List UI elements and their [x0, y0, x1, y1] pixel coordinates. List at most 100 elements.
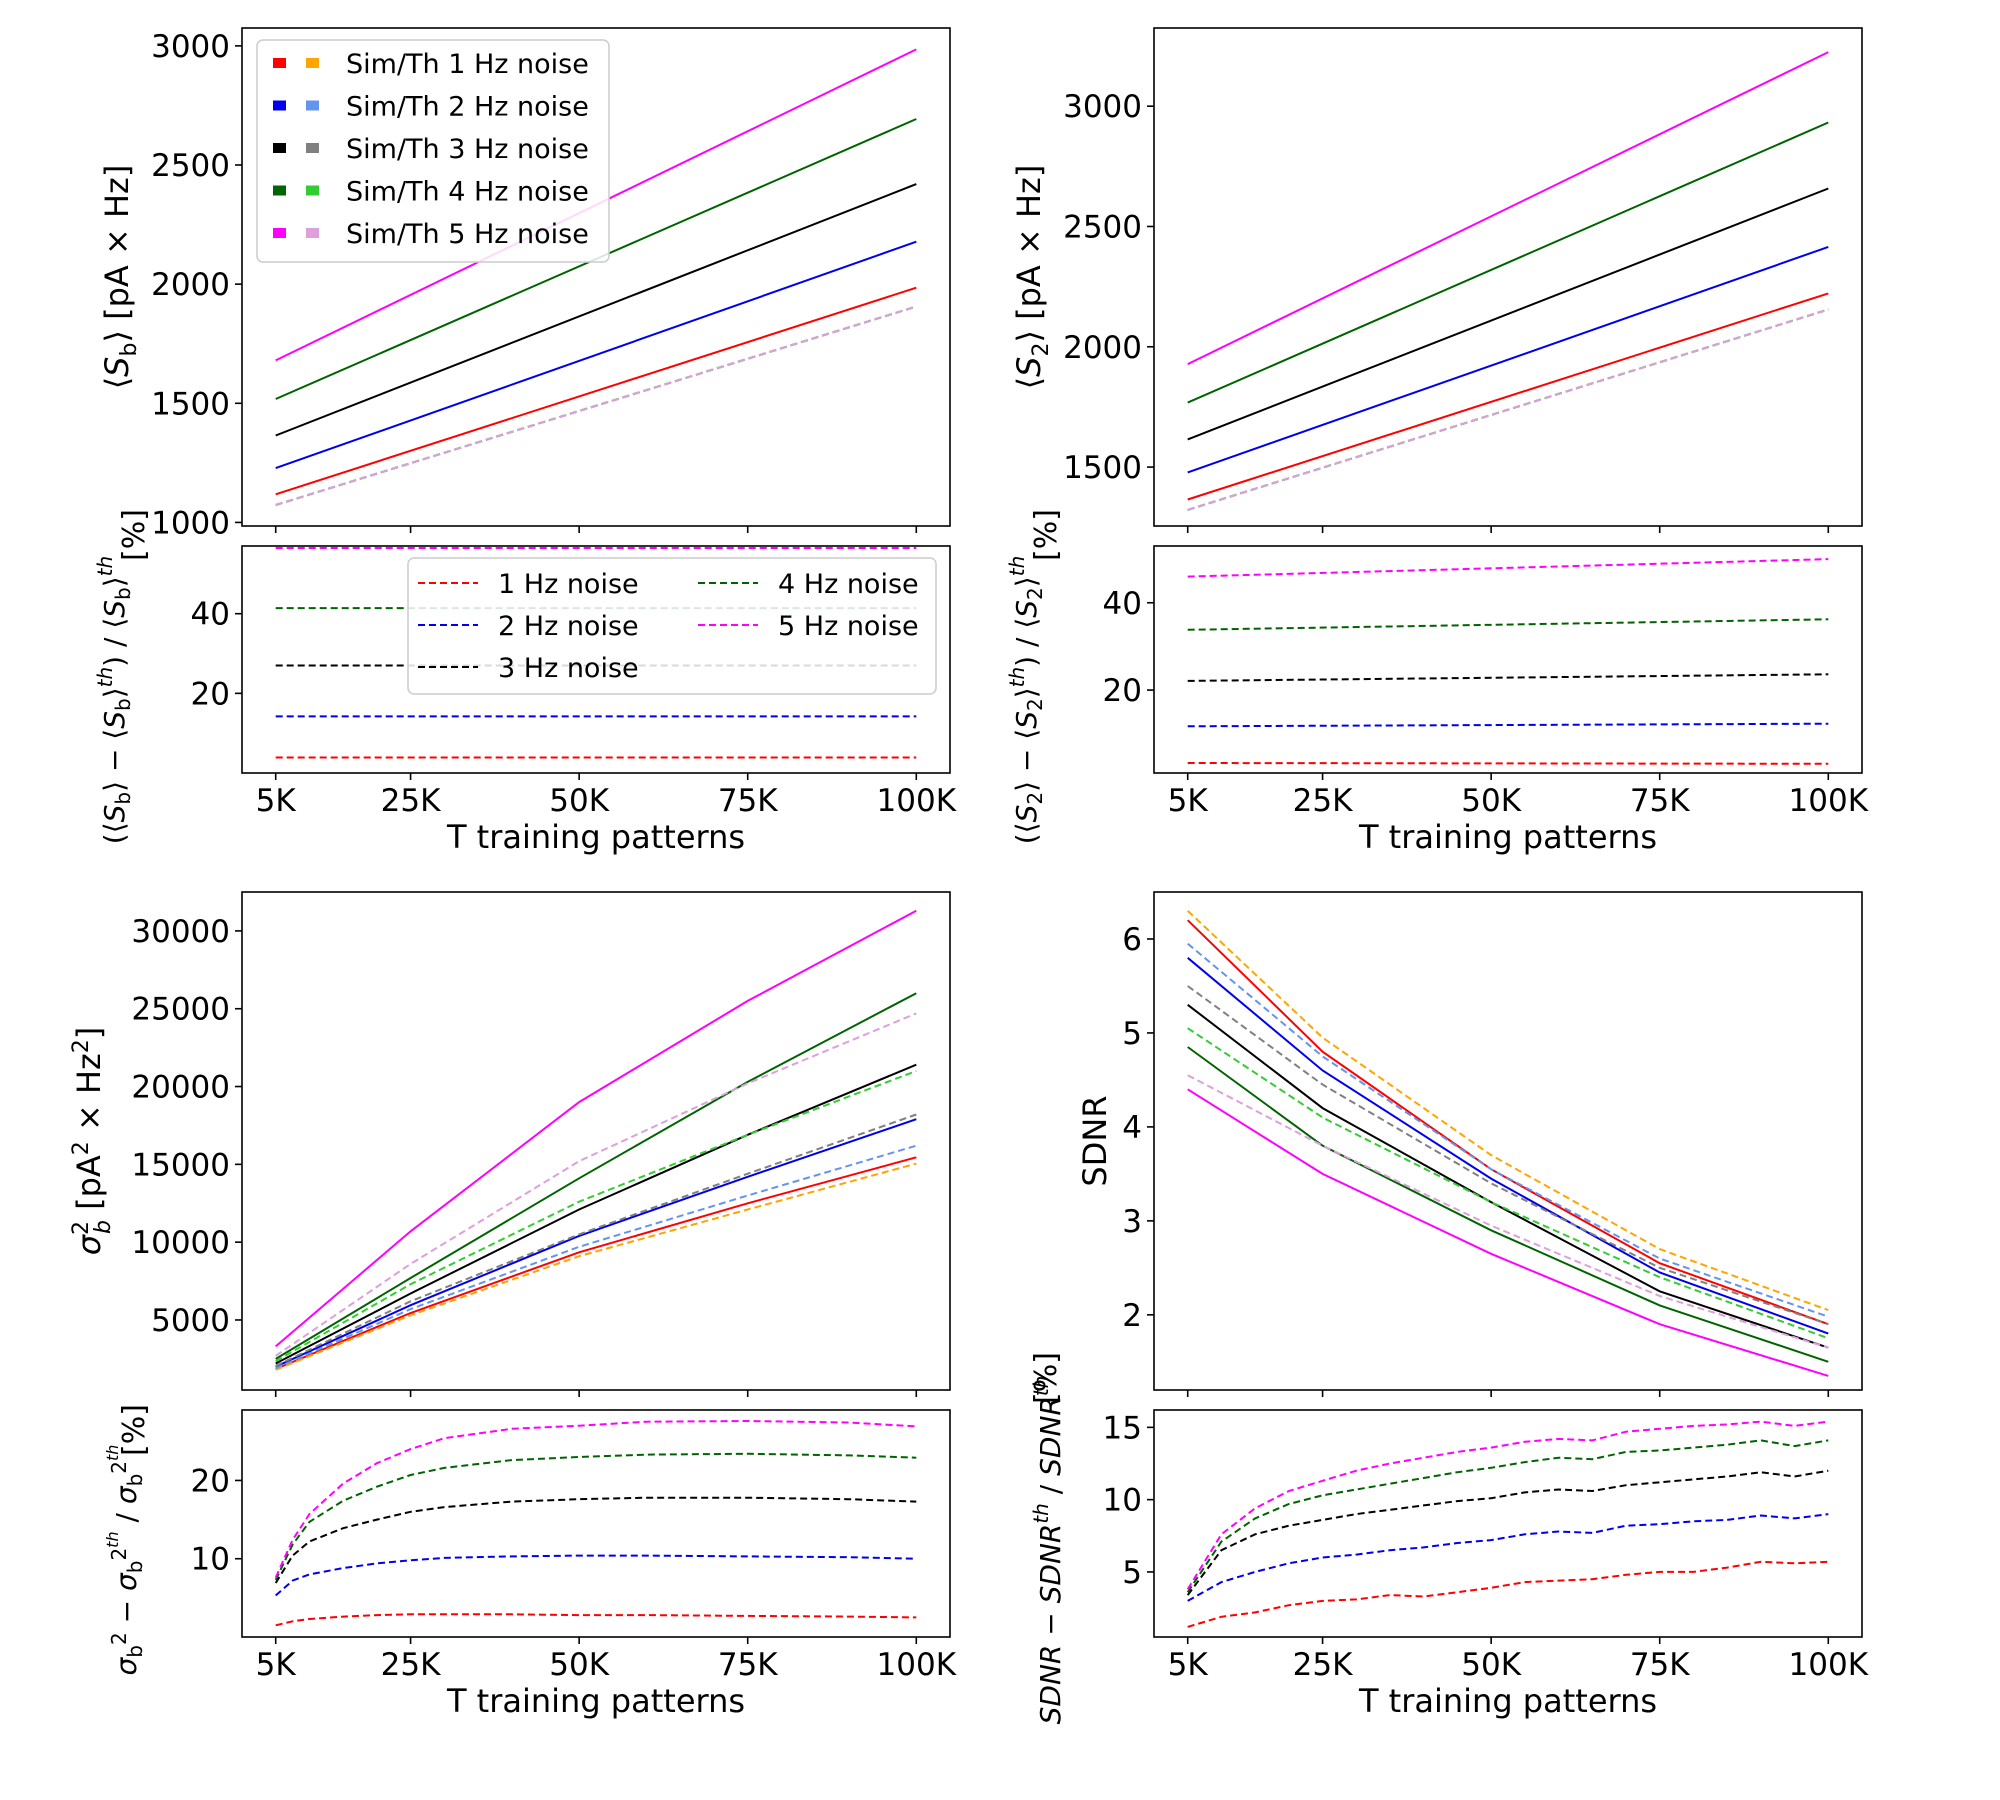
xtick-label: 100K	[877, 1647, 957, 1683]
ytick-label: 30000	[131, 914, 230, 950]
legend-rel: 1 Hz noise 2 Hz noise 3 Hz noise 4 Hz noise…	[407, 557, 937, 695]
panel-sb-mean: 1000 1500 2000 2500 3000 ⟨Sb⟩ [pA × Hz] Sim/…	[98, 27, 951, 541]
ytick-label: 5	[1122, 1016, 1142, 1052]
panel-sb-rel: 20 40 5K 25K 50K 75K 100K [%] (⟨Sb⟩ − ⟨Sb⟩th)…	[93, 509, 957, 856]
series-line-sigma_b2-7	[275, 1113, 917, 1367]
ytick-label: 4	[1122, 1110, 1142, 1146]
series-line-s2_rel-1	[1187, 722, 1829, 728]
series-line-s2_rel-3	[1187, 618, 1829, 631]
series-line-sigma_rel-1	[275, 1554, 917, 1597]
legend-main-label: Sim/Th 2 Hz noise	[346, 92, 589, 123]
ytick-label: 15000	[131, 1147, 230, 1183]
ytick-label: 20	[191, 676, 230, 712]
ytick-label: 5000	[151, 1303, 230, 1339]
series-line-sdnr_rel-0	[1187, 1560, 1829, 1628]
ytick-label: 20	[1103, 673, 1142, 709]
series-line-sdnr-4	[1187, 1088, 1829, 1377]
series-line-sdnr-6	[1187, 942, 1829, 1318]
ytick-label: 3000	[151, 29, 230, 65]
series-line-sdnr-9	[1187, 1074, 1829, 1349]
series-line-sdnr-7	[1187, 985, 1829, 1326]
legend-rel-label: 2 Hz noise	[498, 611, 639, 642]
ytick-label: 2500	[151, 148, 230, 184]
legend-swatch-sim	[273, 228, 286, 238]
ylabel-sdnr-rel: SDNR − SDNRth / SDNRth	[1029, 1376, 1067, 1725]
legend-swatch-th	[306, 100, 319, 111]
ytick-label: 2500	[1063, 209, 1142, 245]
legend-swatch-th	[306, 143, 319, 153]
pct-s2-rel: [%]	[1029, 509, 1064, 561]
ylabel-sigma-rel: σb2 − σb2th / σb2th	[103, 1445, 147, 1676]
series-line-sigma_rel-0	[275, 1613, 917, 1627]
pct-sb-rel: [%]	[117, 509, 152, 561]
panel-sdnr-rel: 5 10 15 5K 25K 50K 75K 100K [%] SDNR − SDNRth …	[1029, 1352, 1869, 1724]
ytick-label: 10	[1103, 1483, 1142, 1519]
xlabel-sb: T training patterns	[446, 818, 745, 856]
ylabel-sb-mean: ⟨Sb⟩ [pA × Hz]	[98, 165, 142, 390]
xtick-label: 75K	[718, 1647, 778, 1683]
pct-sigma-rel: [%]	[117, 1404, 152, 1456]
xlabel-sigma: T training patterns	[446, 1682, 745, 1720]
series-line-sdnr-3	[1187, 1046, 1829, 1363]
ytick-label: 1000	[151, 505, 230, 541]
series-line-sdnr-1	[1187, 957, 1829, 1335]
series-line-s2_mean-0	[1187, 292, 1829, 501]
series-line-sdnr_rel-4	[1186, 1420, 1829, 1590]
ytick-label: 10	[191, 1542, 230, 1578]
series-line-sigma_b2-5	[275, 1162, 917, 1371]
xtick-label: 100K	[877, 783, 957, 819]
ytick-label: 1500	[1063, 450, 1142, 486]
legend-swatch-sim	[273, 143, 286, 153]
series-line-s2_mean-9	[1187, 308, 1829, 511]
xtick-label: 100K	[1789, 783, 1869, 819]
series-line-sigma_rel-3	[274, 1452, 917, 1581]
series-line-s2_rel-2	[1187, 673, 1829, 682]
series-line-s2_rel-4	[1187, 558, 1829, 578]
xtick-label: 5K	[256, 1647, 297, 1683]
legend-main-label: Sim/Th 5 Hz noise	[346, 219, 589, 250]
xtick-label: 50K	[1461, 783, 1521, 819]
series-line-s2_rel-0	[1187, 762, 1829, 765]
ytick-label: 20000	[131, 1070, 230, 1106]
legend-swatch-th	[306, 228, 319, 238]
ytick-label: 2000	[1063, 330, 1142, 366]
ytick-label: 3000	[1063, 89, 1142, 125]
series-line-s2_mean-2	[1187, 187, 1829, 441]
series-line-sigma_b2-3	[275, 992, 917, 1360]
ytick-label: 20	[191, 1463, 230, 1499]
series-line-sb_mean-1	[275, 240, 917, 470]
ytick-label: 25000	[131, 992, 230, 1028]
pct-sdnr-rel: [%]	[1029, 1352, 1064, 1404]
xtick-label: 75K	[1630, 1647, 1690, 1683]
series-line-sdnr-0	[1187, 919, 1829, 1326]
series-line-sb_mean-0	[275, 286, 917, 496]
series-line-sigma_b2-4	[275, 909, 917, 1348]
series-line-sigma_rel-2	[274, 1496, 917, 1584]
series-line-sigma_b2-8	[275, 1070, 917, 1363]
ytick-label: 15	[1103, 1410, 1142, 1446]
ylabel-s2-rel: (⟨S2⟩ − ⟨S2⟩th) / ⟨S2⟩th	[1005, 556, 1047, 845]
ytick-label: 2	[1122, 1298, 1142, 1334]
ytick-label: 40	[191, 597, 230, 633]
series-line-sigma_rel-4	[274, 1419, 917, 1578]
xtick-label: 100K	[1789, 1647, 1869, 1683]
legend-swatch-sim	[273, 185, 286, 196]
series-line-sdnr-2	[1187, 1004, 1829, 1349]
ylabel-sigma-b2: σ2b [pA2 × Hz2]	[69, 1027, 116, 1256]
legend-rel-label: 4 Hz noise	[778, 569, 919, 600]
xtick-label: 75K	[1630, 783, 1690, 819]
legend-rel-label: 1 Hz noise	[498, 569, 639, 600]
ytick-label: 3	[1122, 1204, 1142, 1240]
xtick-label: 25K	[1293, 783, 1353, 819]
series-line-sigma_b2-1	[275, 1118, 917, 1368]
series-line-sdnr-5	[1187, 910, 1829, 1312]
legend-main-label: Sim/Th 3 Hz noise	[346, 134, 589, 165]
legend-main-label: Sim/Th 4 Hz noise	[346, 177, 589, 208]
xtick-label: 25K	[381, 783, 441, 819]
series-line-s2_mean-3	[1187, 121, 1829, 404]
legend-swatch-sim	[273, 100, 286, 111]
series-line-s2_mean-4	[1187, 51, 1829, 365]
series-line-sdnr_rel-3	[1186, 1439, 1829, 1593]
ytick-label: 1500	[151, 386, 230, 422]
xtick-label: 75K	[718, 783, 778, 819]
